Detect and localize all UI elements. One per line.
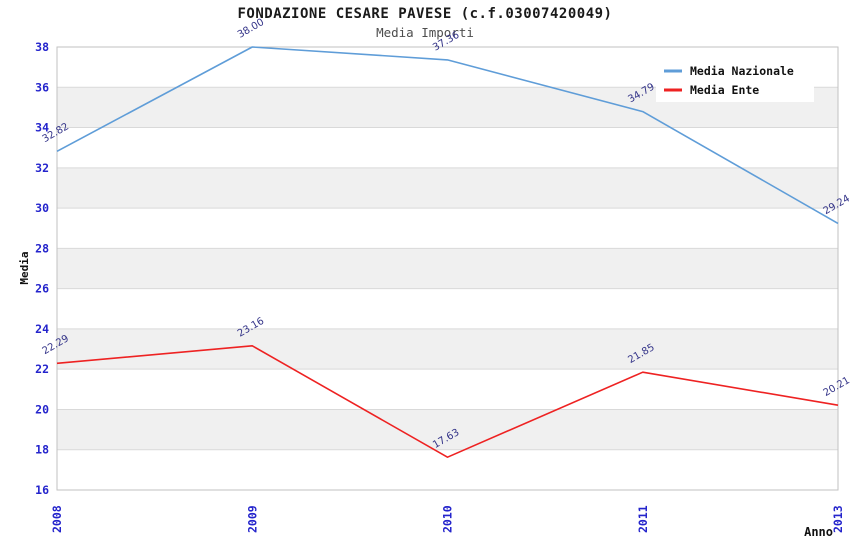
legend-label-media-nazionale: Media Nazionale [690, 64, 794, 78]
x-tick-label: 2013 [831, 505, 845, 533]
point-label-media-nazionale: 38.00 [236, 17, 266, 41]
y-axis-title: Media [18, 251, 31, 284]
plot-band [57, 409, 838, 450]
point-label-media-ente: 20.21 [822, 375, 850, 399]
x-tick-label: 2011 [636, 505, 650, 533]
series-line-media-nazionale [56, 46, 839, 225]
plot-band [57, 248, 838, 289]
y-tick-label: 38 [35, 40, 49, 54]
point-label-media-nazionale: 37.36 [431, 30, 461, 54]
x-tick-label: 2009 [245, 505, 259, 533]
chart-title: FONDAZIONE CESARE PAVESE (c.f.0300742004… [237, 6, 613, 22]
y-tick-label: 36 [35, 80, 49, 94]
y-tick-label: 34 [35, 121, 49, 135]
y-tick-label: 32 [35, 161, 49, 175]
y-tick-label: 20 [35, 402, 49, 416]
chart-subtitle: Media Importi [376, 25, 474, 40]
y-tick-label: 16 [35, 483, 49, 497]
y-tick-label: 24 [35, 322, 49, 336]
y-tick-label: 28 [35, 241, 49, 255]
x-tick-label: 2008 [50, 505, 64, 533]
y-tick-label: 22 [35, 362, 49, 376]
x-tick-label: 2010 [441, 505, 455, 533]
x-axis-title: Anno [804, 525, 833, 539]
legend [656, 56, 814, 102]
y-tick-label: 18 [35, 443, 49, 457]
plot-band [57, 167, 838, 209]
plot-band [57, 328, 838, 370]
plot-border [56, 46, 839, 491]
y-tick-label: 30 [35, 201, 49, 215]
series-line-media-ente [56, 344, 839, 459]
legend-label-media-ente: Media Ente [690, 83, 759, 97]
y-tick-label: 26 [35, 282, 49, 296]
